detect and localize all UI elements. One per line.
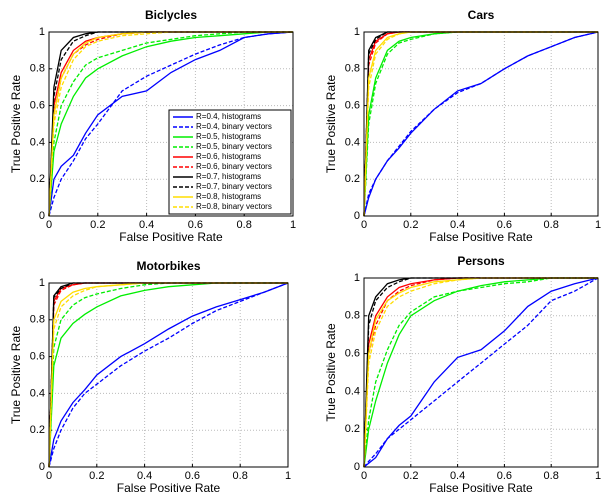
y-tick-label: 0.2 (345, 173, 360, 185)
legend-label: R=0.4, binary vectors (196, 122, 272, 131)
y-tick-label: 0.6 (345, 348, 360, 360)
legend-label: R=0.6, histograms (196, 152, 261, 161)
chart-title: Cars (468, 8, 495, 22)
x-tick-label: 0.2 (90, 219, 105, 231)
y-axis-label: True Positive Rate (324, 323, 338, 422)
x-tick-label: 0.6 (497, 470, 512, 482)
y-tick-label: 0.6 (345, 100, 360, 112)
x-tick-label: 0.4 (137, 470, 152, 482)
y-tick-label: 0.4 (30, 387, 45, 399)
roc-line (48, 31, 293, 217)
axes-box (363, 277, 599, 468)
y-tick-label: 1 (39, 277, 45, 289)
roc-line (48, 31, 293, 217)
roc-line (363, 277, 599, 468)
x-tick-label: 0.6 (497, 219, 512, 231)
x-tick-label: 1 (595, 470, 601, 482)
subplot: 0 0.2 0.4 0.6 0.8 1 0 0.2 0.4 0.6 0.8 1 Cars False Po… (324, 8, 601, 244)
y-tick-label: 0 (39, 461, 45, 473)
chart-title: Biclycles (145, 8, 197, 22)
roc-line (48, 282, 289, 468)
y-tick-label: 0 (354, 210, 360, 222)
legend-label: R=0.7, histograms (196, 172, 261, 181)
roc-line (48, 31, 294, 217)
legend-label: R=0.5, histograms (196, 132, 261, 141)
x-tick-label: 0.2 (403, 470, 418, 482)
chart-title: Motorbikes (136, 259, 200, 273)
y-tick-label: 1 (354, 272, 360, 284)
legend-label: R=0.7, binary vectors (196, 182, 272, 191)
x-axis-label: False Positive Rate (119, 230, 223, 244)
x-tick-label: 0 (46, 219, 52, 231)
subplot: 0 0.2 0.4 0.6 0.8 1 0 0.2 0.4 0.6 0.8 1 Motorbikes Fa… (9, 259, 291, 495)
y-tick-label: 0.8 (30, 314, 45, 326)
y-axis-label: True Positive Rate (9, 326, 23, 425)
x-tick-label: 1 (290, 219, 296, 231)
x-tick-label: 0.6 (188, 219, 203, 231)
y-tick-label: 0.2 (345, 423, 360, 435)
x-tick-label: 0 (46, 470, 52, 482)
x-tick-label: 0.8 (237, 219, 252, 231)
y-tick-label: 0.8 (345, 310, 360, 322)
y-axis-label: True Positive Rate (9, 75, 23, 174)
y-tick-label: 0.8 (345, 63, 360, 75)
subplot: 0 0.2 0.4 0.6 0.8 1 0 0.2 0.4 0.6 0.8 1 Biclycles Fal… (9, 8, 296, 244)
y-tick-label: 0.2 (30, 173, 45, 185)
plot-area (49, 283, 288, 467)
y-tick-label: 0.4 (345, 385, 360, 397)
x-axis-label: False Positive Rate (429, 230, 533, 244)
x-tick-label: 0.4 (139, 219, 154, 231)
x-tick-label: 0.6 (185, 470, 200, 482)
y-axis-label: True Positive Rate (324, 75, 338, 174)
roc-line (363, 277, 598, 468)
roc-line (363, 277, 599, 468)
y-tick-label: 0.8 (30, 63, 45, 75)
roc-line (48, 282, 289, 468)
axes-box (48, 282, 289, 468)
x-tick-label: 0 (361, 219, 367, 231)
x-tick-label: 0.2 (403, 219, 418, 231)
roc-line (363, 277, 598, 468)
plot-area (364, 32, 598, 216)
chart-title: Persons (457, 254, 505, 268)
x-axis-label: False Positive Rate (429, 481, 533, 495)
roc-line (48, 282, 288, 468)
x-tick-label: 1 (595, 219, 601, 231)
y-tick-label: 1 (354, 26, 360, 38)
legend-label: R=0.8, histograms (196, 192, 261, 201)
y-tick-label: 0 (39, 210, 45, 222)
roc-line (48, 31, 294, 217)
y-tick-label: 0.4 (30, 136, 45, 148)
x-axis-label: False Positive Rate (117, 481, 221, 495)
y-tick-label: 0.4 (345, 136, 360, 148)
roc-line (363, 31, 599, 217)
x-tick-label: 0.4 (450, 219, 465, 231)
y-tick-label: 1 (39, 26, 45, 38)
subplot: 0 0.2 0.4 0.6 0.8 1 0 0.2 0.4 0.6 0.8 1 Persons False… (324, 254, 601, 495)
plot-area (364, 278, 598, 467)
x-tick-label: 0.4 (450, 470, 465, 482)
legend-label: R=0.5, binary vectors (196, 142, 272, 151)
axes-box (363, 31, 599, 217)
y-tick-label: 0 (354, 461, 360, 473)
y-tick-label: 0.6 (30, 351, 45, 363)
legend-label: R=0.4, histograms (196, 112, 261, 121)
legend-label: R=0.8, binary vectors (196, 202, 272, 211)
x-tick-label: 0.8 (544, 470, 559, 482)
x-tick-label: 0.8 (544, 219, 559, 231)
y-tick-label: 0.6 (30, 100, 45, 112)
x-tick-label: 0 (361, 470, 367, 482)
x-tick-label: 0.8 (233, 470, 248, 482)
x-tick-label: 0.2 (89, 470, 104, 482)
legend-label: R=0.6, binary vectors (196, 162, 272, 171)
x-tick-label: 1 (285, 470, 291, 482)
axes-box (48, 31, 294, 217)
y-tick-label: 0.2 (30, 424, 45, 436)
